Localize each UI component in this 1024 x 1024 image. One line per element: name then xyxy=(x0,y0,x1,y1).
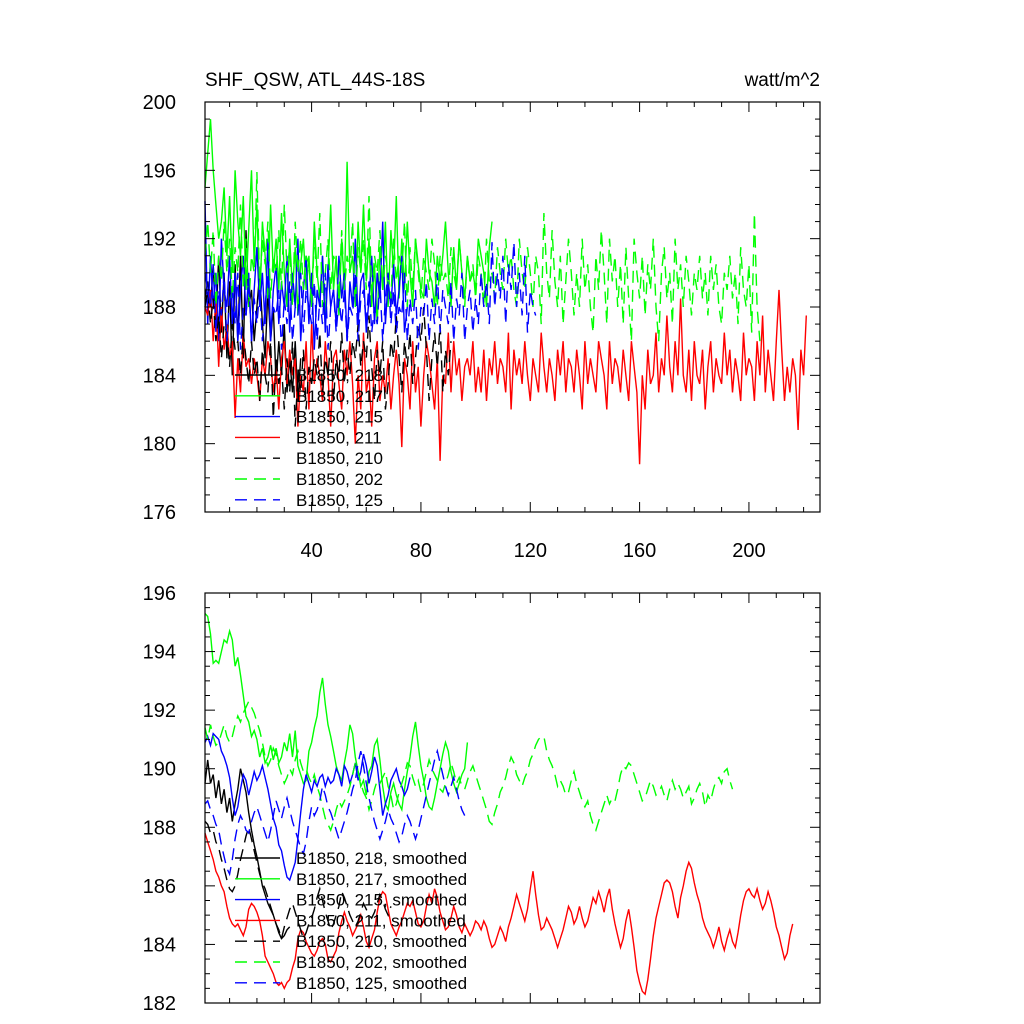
y-tick-label: 188 xyxy=(143,817,176,839)
y-tick-label: 184 xyxy=(143,365,176,387)
legend-label: B1850, 210, smoothed xyxy=(296,932,467,951)
legend-label: B1850, 125, smoothed xyxy=(296,974,467,993)
legend-label: B1850, 211 xyxy=(296,428,382,447)
x-tick-label: 200 xyxy=(732,540,765,562)
y-tick-label: 186 xyxy=(143,876,176,898)
y-tick-label: 188 xyxy=(143,297,176,319)
legend-label: B1850, 217, smoothed xyxy=(296,870,467,889)
series-line-b1850-210 xyxy=(204,289,452,427)
top-chart-panel: SHF_QSW, ATL_44S-18S watt/m^2 B1850, 218… xyxy=(143,70,821,562)
bottom-series-layer xyxy=(204,613,794,996)
y-tick-label: 194 xyxy=(143,642,176,664)
y-tick-label: 192 xyxy=(143,700,176,722)
series-line-b1850-125 xyxy=(204,242,537,350)
y-tick-label: 176 xyxy=(143,502,176,524)
series-line-b1850-125-smoothed xyxy=(204,748,466,877)
legend-label: B1850, 215, smoothed xyxy=(296,891,467,910)
chart-title: SHF_QSW, ATL_44S-18S xyxy=(205,70,425,91)
legend-label: B1850, 202 xyxy=(296,470,383,489)
top-axes: 176 180 184 188 192 196 200 40 80 120 160 200 xyxy=(143,92,821,562)
series-line-b1850-211-smoothed xyxy=(204,832,794,996)
series-line-b1850-217 xyxy=(204,119,493,325)
legend-label: B1850, 202, smoothed xyxy=(296,953,467,972)
legend-label: B1850, 218 xyxy=(296,366,383,385)
series-line-b1850-215 xyxy=(204,201,408,350)
y-tick-label: 196 xyxy=(143,160,176,182)
x-tick-label: 40 xyxy=(300,540,322,562)
legend-label: B1850, 218, smoothed xyxy=(296,849,467,868)
y-tick-label: 200 xyxy=(143,92,176,114)
y-tick-label: 182 xyxy=(143,993,176,1015)
legend-label: B1850, 215 xyxy=(296,408,383,427)
bottom-legend: B1850, 218, smoothed B1850, 217, smoothed… xyxy=(235,849,467,993)
x-tick-label: 120 xyxy=(514,540,547,562)
y-tick-label: 190 xyxy=(143,759,176,781)
legend-label: B1850, 211, smoothed xyxy=(296,911,466,930)
legend-label: B1850, 210 xyxy=(296,449,383,468)
series-line-b1850-202 xyxy=(204,171,761,342)
units-label: watt/m^2 xyxy=(744,70,820,91)
legend-label: B1850, 125 xyxy=(296,491,383,510)
x-tick-label: 160 xyxy=(623,540,656,562)
y-tick-label: 196 xyxy=(143,583,176,605)
series-line-b1850-211 xyxy=(204,289,807,465)
top-series-layer xyxy=(204,119,807,465)
legend-label: B1850, 217 xyxy=(296,387,383,406)
y-tick-label: 192 xyxy=(143,229,176,251)
bottom-chart-panel: B1850, 218, smoothed B1850, 217, smoothed… xyxy=(143,583,821,1015)
y-tick-label: 180 xyxy=(143,434,176,456)
series-line-b1850-210-smoothed xyxy=(204,820,392,942)
x-tick-label: 80 xyxy=(410,540,432,562)
y-tick-label: 184 xyxy=(143,934,176,956)
series-line-b1850-202-smoothed xyxy=(204,699,734,833)
series-line-b1850-215-smoothed xyxy=(204,732,411,882)
bottom-axes: 182 184 186 188 190 192 194 196 xyxy=(143,583,821,1015)
